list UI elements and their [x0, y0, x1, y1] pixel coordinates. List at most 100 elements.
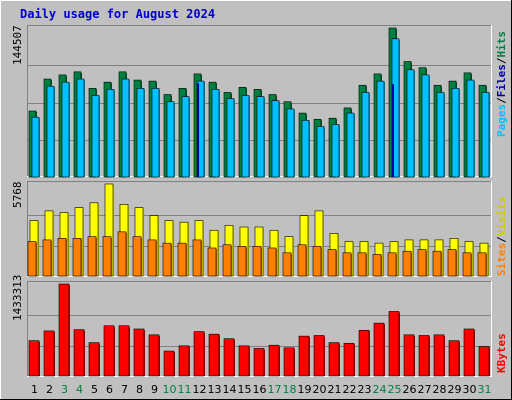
kbytes-bar-27-body: [418, 335, 430, 377]
legend-sep-1: /: [495, 97, 508, 104]
kbytes-bar-27: [418, 335, 430, 377]
sites-bar-26: [402, 250, 412, 277]
legend-visits: Visits: [495, 197, 508, 237]
kbytes-bar-17-body: [268, 344, 280, 377]
files-bar-5: [91, 95, 100, 178]
files-bar-6: [106, 89, 115, 178]
sites-bar-6-body: [102, 236, 112, 277]
files-bar-23: [361, 92, 370, 178]
kbytes-bar-8-body: [133, 328, 145, 377]
chart-title: Daily usage for August 2024: [20, 7, 215, 21]
x-tick-label-8: 8: [136, 383, 143, 396]
files-bar-7: [121, 78, 130, 178]
sites-bar-11: [177, 242, 187, 277]
sites-bar-12-body: [192, 239, 202, 277]
sites-bar-31: [477, 252, 487, 277]
kbytes-bar-21-body: [328, 342, 340, 377]
sites-bar-5: [87, 236, 97, 277]
x-tick-label-30: 30: [463, 383, 477, 396]
hits-ymax-label: 144507: [11, 25, 24, 65]
kbytes-bar-28: [433, 334, 445, 377]
files-bar-24-body: [376, 80, 385, 178]
x-tick-label-19: 19: [298, 383, 312, 396]
sites-bar-16: [252, 246, 262, 277]
files-bar-27: [421, 74, 430, 178]
kbytes-bar-26-body: [403, 334, 415, 377]
kbytes-bar-31: [478, 346, 490, 377]
x-tick-label-3: 3: [61, 383, 68, 396]
kbytes-bar-18: [283, 347, 295, 377]
sites-bar-3: [57, 238, 67, 277]
pages-bar-12: [197, 83, 199, 177]
files-bar-28-body: [436, 92, 445, 178]
sites-bar-30-body: [462, 252, 472, 277]
sites-bar-12: [192, 239, 202, 277]
files-bar-9: [151, 88, 160, 178]
files-bar-6-body: [106, 89, 115, 178]
x-tick-label-11: 11: [178, 383, 192, 396]
files-bar-3: [61, 81, 70, 178]
sites-bar-31-body: [477, 252, 487, 277]
files-bar-22-body: [346, 112, 355, 178]
files-bar-26-body: [406, 69, 415, 178]
sites-bar-29: [447, 249, 457, 277]
files-bar-14-body: [226, 98, 235, 178]
files-bar-8-body: [136, 88, 145, 178]
sites-bar-2: [42, 239, 52, 277]
files-bar-16-body: [256, 96, 265, 178]
sites-bar-25: [387, 252, 397, 277]
files-bar-29-body: [451, 88, 460, 178]
sites-bar-4: [72, 238, 82, 277]
sites-bar-7-body: [117, 231, 127, 277]
kbytes-ymax-label: 1433313: [11, 275, 24, 321]
x-axis-labels: 1 2 3 4 5 6 7 8 9 10 11 12 13 14 15 16 17 18 19 20 21 22 23 24 2…: [31, 383, 492, 396]
legend-kbytes-group: KBytes: [495, 333, 508, 373]
sites-bar-28-body: [432, 250, 442, 277]
x-tick-label-6: 6: [106, 383, 113, 396]
sites-bar-29-body: [447, 249, 457, 277]
visits-ymax-label: 5768: [11, 182, 24, 209]
kbytes-bar-12-body: [193, 331, 205, 377]
files-bar-29: [451, 88, 460, 178]
files-bar-2-body: [46, 85, 55, 178]
kbytes-bar-15: [238, 345, 250, 377]
sites-bar-9: [147, 239, 157, 277]
sites-bar-8-body: [132, 236, 142, 277]
sites-bar-17: [267, 247, 277, 277]
sites-bar-24: [372, 254, 382, 277]
sites-bar-17-body: [267, 247, 277, 277]
kbytes-bar-25: [388, 311, 400, 377]
kbytes-bar-25-body: [388, 311, 400, 377]
files-bar-5-body: [91, 95, 100, 178]
sites-bar-2-body: [42, 239, 52, 277]
kbytes-bar-7: [118, 325, 130, 377]
kbytes-bar-13: [208, 333, 220, 377]
sites-bar-27: [417, 249, 427, 277]
kbytes-bar-19-body: [298, 335, 310, 377]
sites-bar-15: [237, 246, 247, 277]
files-bar-8: [136, 88, 145, 178]
files-bar-1-body: [31, 116, 40, 178]
x-tick-label-10: 10: [163, 383, 177, 396]
x-tick-label-1: 1: [31, 383, 38, 396]
kbytes-bar-18-body: [283, 347, 295, 377]
files-bar-4-body: [76, 78, 85, 178]
kbytes-bar-5-body: [88, 342, 100, 377]
kbytes-bar-23-body: [358, 329, 370, 377]
bar-marks: [27, 27, 490, 377]
sites-bar-28: [432, 250, 442, 277]
kbytes-bar-22: [343, 342, 355, 377]
files-bar-28: [436, 92, 445, 178]
sites-bar-8: [132, 236, 142, 277]
files-bar-17: [271, 100, 280, 178]
files-bar-19-body: [301, 119, 310, 178]
kbytes-bar-12: [193, 331, 205, 377]
x-tick-label-25: 25: [388, 383, 402, 396]
files-bar-13: [211, 89, 220, 178]
x-tick-label-31: 31: [478, 383, 492, 396]
kbytes-bar-4-body: [73, 329, 85, 377]
x-tick-label-22: 22: [343, 383, 357, 396]
kbytes-bar-2-body: [43, 330, 55, 377]
sites-bar-25-body: [387, 252, 397, 277]
sites-bar-14: [222, 244, 232, 277]
